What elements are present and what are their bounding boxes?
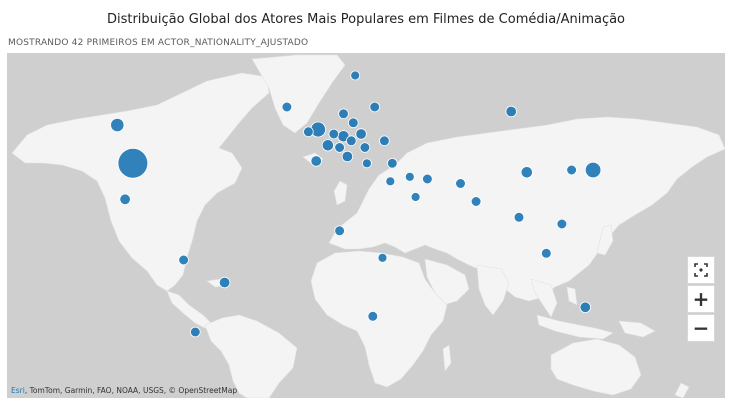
actor-bubble[interactable]: [369, 101, 381, 113]
actor-bubble[interactable]: [110, 117, 125, 133]
zoom-out-button[interactable]: −: [687, 314, 715, 342]
actor-bubble[interactable]: [350, 70, 361, 81]
actor-bubble[interactable]: [338, 108, 349, 120]
land-north-america: [11, 72, 270, 292]
actor-bubble[interactable]: [377, 252, 388, 263]
attribution-sources: , TomTom, Garmin, FAO, NOAA, USGS, © Ope…: [24, 386, 238, 395]
actor-bubble[interactable]: [579, 301, 592, 314]
map-subtitle: MOSTRANDO 42 PRIMEIROS EM ACTOR_NATIONAL…: [8, 38, 309, 48]
actor-bubble[interactable]: [410, 192, 421, 202]
land-africa: [310, 250, 448, 388]
actor-bubble[interactable]: [190, 326, 201, 338]
actor-bubble[interactable]: [540, 248, 552, 259]
actor-bubble[interactable]: [328, 128, 340, 140]
actor-bubble[interactable]: [367, 310, 379, 322]
actor-bubble[interactable]: [361, 158, 372, 169]
actor-bubble[interactable]: [321, 139, 334, 152]
land-greenland: [251, 54, 346, 134]
map-attribution[interactable]: Esri, TomTom, Garmin, FAO, NOAA, USGS, ©…: [11, 386, 237, 395]
actor-bubble[interactable]: [341, 150, 354, 163]
actor-bubble[interactable]: [520, 166, 533, 179]
actor-bubble[interactable]: [218, 276, 231, 289]
actor-bubble[interactable]: [556, 218, 568, 230]
fit-extent-button[interactable]: [687, 256, 715, 284]
actor-bubble[interactable]: [178, 254, 189, 266]
actor-bubble[interactable]: [505, 105, 517, 118]
land-se-asia: [530, 278, 558, 318]
plus-icon: +: [692, 287, 710, 311]
actor-bubble[interactable]: [310, 155, 322, 167]
actor-bubble[interactable]: [355, 128, 367, 140]
land-philippines: [566, 286, 578, 306]
actor-bubble[interactable]: [584, 161, 602, 179]
actor-bubble[interactable]: [303, 126, 314, 138]
land-south-america: [204, 314, 298, 398]
actor-bubble[interactable]: [119, 193, 131, 206]
actor-bubble[interactable]: [404, 171, 415, 182]
actor-bubble[interactable]: [422, 173, 433, 185]
minus-icon: −: [692, 316, 710, 340]
actor-bubble[interactable]: [470, 196, 482, 207]
land-arabia: [424, 258, 470, 306]
land-uk: [333, 180, 348, 206]
actor-bubble[interactable]: [379, 135, 390, 147]
actor-bubble[interactable]: [117, 148, 149, 179]
actor-bubble[interactable]: [513, 212, 525, 223]
land-madagascar: [442, 344, 452, 372]
land-eurasia: [328, 116, 725, 302]
actor-bubbles[interactable]: [110, 70, 602, 338]
land-layer: [11, 54, 725, 398]
zoom-in-button[interactable]: +: [687, 285, 715, 313]
actor-bubble[interactable]: [455, 178, 466, 189]
land-central-america: [166, 290, 212, 330]
actor-bubble[interactable]: [385, 176, 396, 187]
actor-bubble[interactable]: [345, 135, 357, 147]
actor-bubble[interactable]: [281, 101, 293, 113]
land-new-zealand: [674, 382, 690, 398]
world-map[interactable]: [7, 53, 725, 398]
actor-bubble[interactable]: [566, 164, 577, 176]
map-title: Distribuição Global dos Atores Mais Popu…: [106, 12, 626, 27]
actor-bubble[interactable]: [347, 117, 359, 129]
actor-bubble[interactable]: [334, 142, 345, 153]
actor-bubble[interactable]: [386, 158, 398, 169]
land-australia: [550, 338, 642, 396]
land-india: [476, 264, 510, 316]
actor-bubble[interactable]: [359, 142, 371, 153]
land-japan: [596, 224, 614, 256]
map-canvas[interactable]: Esri, TomTom, Garmin, FAO, NOAA, USGS, ©…: [7, 53, 725, 398]
land-new-guinea: [618, 320, 656, 338]
land-indonesia: [536, 314, 614, 340]
esri-link[interactable]: Esri: [11, 386, 25, 395]
fit-extent-icon: [694, 263, 708, 277]
actor-bubble[interactable]: [334, 225, 345, 237]
